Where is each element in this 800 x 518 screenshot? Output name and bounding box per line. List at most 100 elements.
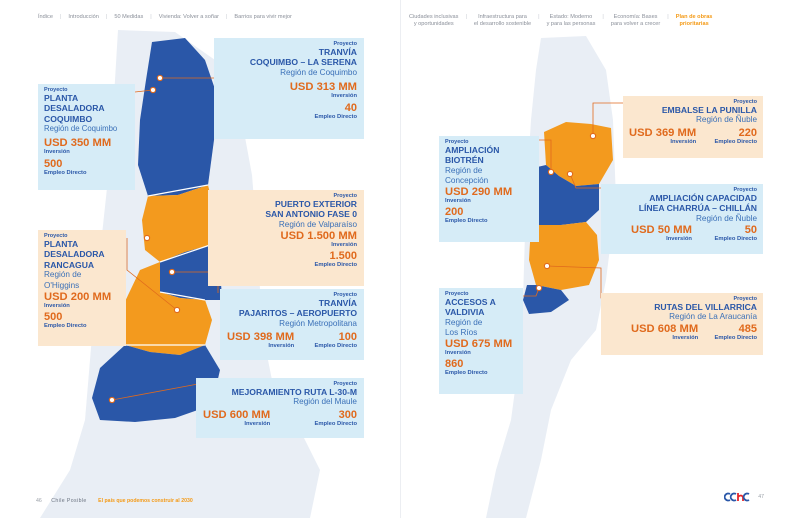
- amount-col: USD 600 MM Inversión: [203, 409, 270, 427]
- project-tag: Proyecto: [733, 296, 757, 302]
- nav-item-vivienda[interactable]: Vivienda: Volver a soñar: [158, 14, 219, 20]
- project-region: Región de Concepción: [445, 165, 489, 186]
- project-card-villarrica[interactable]: Proyecto RUTAS DEL VILLARRICA Región de …: [601, 293, 763, 355]
- nav-divider: |: [105, 14, 108, 20]
- project-card-charrua[interactable]: Proyecto AMPLIACIÓN CAPACIDAD LÍNEA CHAR…: [601, 184, 763, 254]
- map-region-nuble: [544, 122, 613, 186]
- nav-item-estado[interactable]: Estado: Moderno y para las personas: [546, 14, 596, 27]
- top-nav-right: Ciudades inclusivas y oportunidades | In…: [409, 14, 712, 28]
- marker-valdivia: [535, 284, 543, 292]
- project-figures: USD 50 MM Inversión 50 Empleo Directo: [607, 224, 757, 242]
- jobs-label: Empleo Directo: [445, 370, 488, 377]
- project-region: Región de Coquimbo: [44, 124, 118, 134]
- project-name: RUTAS DEL VILLARRICA: [654, 302, 757, 312]
- jobs-col: 220 Empleo Directo: [714, 127, 757, 145]
- project-region: Región de La Araucanía: [669, 312, 757, 322]
- investment-label: Inversión: [331, 93, 357, 100]
- project-name: PLANTA DESALADORA COQUIMBO: [44, 93, 105, 124]
- project-card-biotren[interactable]: Proyecto AMPLIACIÓN BIOTRÉN Región de Co…: [439, 136, 539, 242]
- project-amount: USD 1.500 MM: [280, 230, 357, 243]
- project-tag: Proyecto: [333, 193, 357, 199]
- project-jobs: 200: [445, 206, 464, 219]
- project-card-valdivia[interactable]: Proyecto ACCESOS A VALDIVIA Región de Lo…: [439, 288, 523, 394]
- cchc-logo: [724, 491, 750, 503]
- nav-divider: |: [225, 14, 228, 20]
- nav-item-ciudades[interactable]: Ciudades inclusivas y oportunidades: [409, 14, 459, 27]
- project-amount: USD 50 MM: [631, 224, 692, 237]
- jobs-col: 300 Empleo Directo: [314, 409, 357, 427]
- project-tag: Proyecto: [44, 87, 68, 93]
- project-card-planta-coquimbo[interactable]: Proyecto PLANTA DESALADORA COQUIMBO Regi…: [38, 84, 135, 190]
- project-jobs: 1.500: [329, 250, 357, 263]
- jobs-label: Empleo Directo: [314, 114, 357, 121]
- project-amount: USD 350 MM: [44, 137, 112, 150]
- nav-item-indice[interactable]: Índice: [38, 14, 53, 20]
- marker-pajaritos: [168, 268, 176, 276]
- nav-divider: |: [59, 14, 62, 20]
- nav-divider: |: [667, 14, 669, 20]
- nav-item-introduccion[interactable]: Introducción: [68, 14, 99, 20]
- project-amount: USD 398 MM: [227, 331, 295, 344]
- page-number-left: 46: [36, 498, 42, 504]
- nav-item-economia[interactable]: Economía: Bases para volver a crecer: [610, 14, 661, 27]
- project-tag: Proyecto: [445, 139, 469, 145]
- jobs-col: 100 Empleo Directo: [314, 331, 357, 349]
- map-region-biobio: [525, 165, 599, 225]
- investment-label: Inversión: [268, 343, 295, 350]
- project-region: Región de Ñuble: [696, 213, 757, 223]
- project-card-puerto-san-antonio[interactable]: Proyecto PUERTO EXTERIOR SAN ANTONIO FAS…: [208, 190, 364, 286]
- project-name: PLANTA DESALADORA RANCAGUA: [44, 239, 105, 270]
- project-region: Región de Ñuble: [696, 115, 757, 125]
- left-page: Índice | Introducción | 50 Medidas | Viv…: [36, 14, 364, 518]
- nav-item-barrios[interactable]: Barrios para vivir mejor: [234, 14, 292, 20]
- project-card-planta-rancagua[interactable]: Proyecto PLANTA DESALADORA RANCAGUA Regi…: [38, 230, 126, 346]
- investment-label: Inversión: [445, 198, 471, 205]
- project-region: Región de O'Higgins: [44, 270, 82, 290]
- project-name: MEJORAMIENTO RUTA L-30-M: [231, 387, 357, 397]
- jobs-col: 485 Empleo Directo: [714, 323, 757, 341]
- south-chile-map: [486, 36, 623, 518]
- nav-item-medidas[interactable]: 50 Medidas: [114, 14, 144, 20]
- map-region-ohiggins: [120, 262, 212, 355]
- project-card-tranvia-pajaritos[interactable]: Proyecto TRANVÍA PAJARITOS – AEROPUERTO …: [220, 289, 364, 360]
- project-tag: Proyecto: [44, 233, 68, 239]
- project-figures: USD 608 MM Inversión 485 Empleo Directo: [607, 323, 757, 341]
- project-amount: USD 313 MM: [289, 81, 357, 94]
- jobs-label: Empleo Directo: [714, 138, 757, 145]
- jobs-col: 50 Empleo Directo: [714, 224, 757, 242]
- project-amount: USD 369 MM: [629, 126, 697, 139]
- project-card-embalse-punilla[interactable]: Proyecto EMBALSE LA PUNILLA Región de Ñu…: [623, 96, 763, 158]
- nav-item-plan-obras[interactable]: Plan de obras prioritarias: [675, 14, 713, 27]
- footer-tagline: El país que podemos construir al 2030: [98, 498, 193, 504]
- investment-label: Inversión: [670, 138, 697, 145]
- project-jobs: 300: [338, 408, 357, 421]
- project-jobs: 485: [738, 322, 757, 335]
- project-amount: USD 600 MM: [203, 408, 271, 421]
- investment-label: Inversión: [244, 420, 271, 427]
- project-card-ruta-l30m[interactable]: Proyecto MEJORAMIENTO RUTA L-30-M Región…: [196, 378, 364, 438]
- project-jobs: 100: [338, 331, 357, 344]
- project-amount: USD 290 MM: [445, 186, 513, 199]
- map-region-valparaiso: [142, 185, 214, 262]
- right-page: Ciudades inclusivas y oportunidades | In…: [400, 0, 800, 518]
- nav-divider: |: [465, 14, 467, 20]
- investment-label: Inversión: [44, 302, 70, 309]
- project-name: AMPLIACIÓN BIOTRÉN: [445, 145, 500, 166]
- amount-col: USD 608 MM Inversión: [631, 323, 698, 341]
- project-tag: Proyecto: [733, 99, 757, 105]
- marker-rancagua: [173, 306, 181, 314]
- investment-label: Inversión: [44, 149, 70, 156]
- investment-label: Inversión: [672, 334, 699, 341]
- project-jobs: 220: [738, 126, 757, 139]
- project-tag: Proyecto: [333, 41, 357, 47]
- cchc-logo-icon: [724, 492, 750, 502]
- nav-item-infraestructura[interactable]: Infraestructura para el desarrollo soste…: [473, 14, 532, 27]
- footer-brand: Chile Posible: [51, 498, 87, 504]
- jobs-label: Empleo Directo: [314, 262, 357, 269]
- project-region: Región Metropolitana: [279, 318, 357, 328]
- project-name: PUERTO EXTERIOR SAN ANTONIO FASE 0: [265, 199, 357, 220]
- project-card-tranvia-coquimbo[interactable]: Proyecto TRANVÍA COQUIMBO – LA SERENA Re…: [214, 38, 364, 139]
- jobs-label: Empleo Directo: [44, 170, 87, 177]
- project-figures: USD 369 MM Inversión 220 Empleo Directo: [629, 127, 757, 145]
- marker-punilla: [589, 132, 597, 140]
